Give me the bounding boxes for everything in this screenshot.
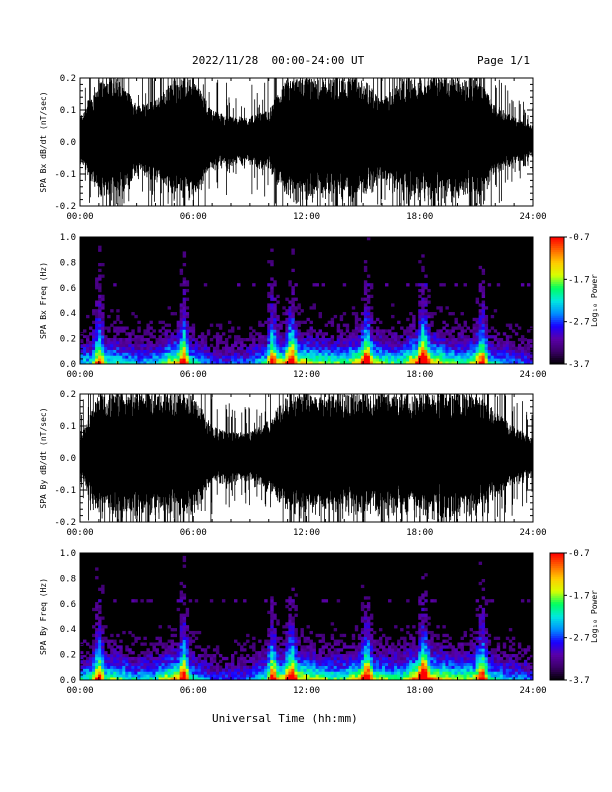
panel-1-ytick-label: -0.2: [54, 202, 76, 212]
panel-1-ylabel: SPA Bx dB/dt (nT/sec): [39, 91, 48, 192]
panel-4-ytick-label: 0.8: [60, 574, 76, 584]
panel-4-ytick-label: 0.6: [60, 600, 76, 610]
panel-4-xtick-label: 00:00: [66, 686, 93, 696]
panel-4-xtick-label: 18:00: [406, 686, 433, 696]
panel-4-colorbar-tick-label: -1.7: [568, 591, 590, 601]
panel-3-trace: [79, 394, 534, 522]
panel-1-ytick-label: 0.0: [60, 138, 76, 148]
panel-2-ylabel: SPA Bx Freq (Hz): [39, 262, 48, 339]
panel-1-ytick-label: 0.2: [60, 74, 76, 84]
panel-3-xtick-label: 06:00: [180, 528, 207, 538]
panel-4-ytick-label: 1.0: [60, 549, 76, 559]
panel-3-axes: 00:00 06:00 12:00 18:00 24:00 0.2 0.1 0.0 -0.1 -0…: [39, 390, 547, 538]
panel-4-ytick-label: 0.0: [60, 676, 76, 686]
panel-1-xtick-label: 24:00: [519, 212, 546, 222]
panel-2-ytick-label: 0.8: [60, 258, 76, 268]
panel-2-colorbar: -0.7 -1.7 -2.7 -3.7 Log₁₀ Power: [549, 233, 599, 370]
panel-4-colorbar-tick-label: -2.7: [568, 634, 590, 644]
panel-4-colorbar-tick-label: -3.7: [568, 676, 590, 686]
panel-3-xtick-label: 12:00: [293, 528, 320, 538]
panel-4-heatmap: [80, 553, 534, 681]
panel-4-ytick-label: 0.2: [60, 651, 76, 661]
panel-4-ylabel: SPA By Freq (Hz): [39, 578, 48, 655]
panel-1-ytick-label: -0.1: [54, 170, 76, 180]
panel-1-axes: 00:00 06:00 12:00 18:00 24:00 0.2 0.1 0.0 -0.1 -0…: [39, 74, 547, 222]
panel-3-ytick-label: 0.1: [60, 422, 76, 432]
panel-2-colorbar-tick-label: -0.7: [568, 233, 590, 243]
x-axis-title: Universal Time (hh:mm): [212, 712, 358, 725]
panel-2-colorbar-label: Log₁₀ Power: [590, 274, 599, 327]
panel-2-ytick-label: 0.0: [60, 360, 76, 370]
panel-1-xtick-label: 00:00: [66, 212, 93, 222]
panel-2-ytick-label: 0.2: [60, 335, 76, 345]
figure-title: 2022/11/28 00:00-24:00 UT: [192, 54, 365, 67]
panel-4-axes: 00:00 06:00 12:00 18:00 24:00 1.0 0.8 0.6 0.4 0.2…: [39, 549, 547, 696]
panel-2-colorbar-frame: [549, 236, 565, 365]
panel-1-ytick-label: 0.1: [60, 106, 76, 116]
panel-3-ytick-label: 0.2: [60, 390, 76, 400]
panel-1-trace-line: [79, 78, 534, 206]
panel-2-colorbar-tick-label: -1.7: [568, 275, 590, 285]
panel-2-ytick-label: 0.6: [60, 284, 76, 294]
panel-4-colorbar-label: Log₁₀ Power: [590, 590, 599, 643]
panel-2-xtick-label: 12:00: [293, 370, 320, 380]
panel-2-axes: 00:00 06:00 12:00 18:00 24:00 1.0 0.8 0.6 0.4 0.2…: [39, 233, 547, 380]
panel-3-xtick-label: 24:00: [519, 528, 546, 538]
panel-3-xtick-label: 18:00: [406, 528, 433, 538]
panel-4-xtick-label: 12:00: [293, 686, 320, 696]
panel-2-colorbar-tick-label: -3.7: [568, 360, 590, 370]
panel-1-trace: [79, 78, 534, 206]
panel-3-ytick-label: -0.1: [54, 486, 76, 496]
panel-2-colorbar-tick-label: -2.7: [568, 318, 590, 328]
panel-4-colorbar-frame: [549, 552, 565, 681]
panel-1-xtick-label: 18:00: [406, 212, 433, 222]
panel-4-colorbar: -0.7 -1.7 -2.7 -3.7 Log₁₀ Power: [549, 549, 599, 686]
panel-3-ytick-label: 0.0: [60, 454, 76, 464]
panel-2-xtick-label: 18:00: [406, 370, 433, 380]
panel-4-ytick-label: 0.4: [60, 625, 76, 635]
panel-4-colorbar-tick-label: -0.7: [568, 549, 590, 559]
panel-2-xtick-label: 24:00: [519, 370, 546, 380]
panel-1-xtick-label: 06:00: [180, 212, 207, 222]
panel-1-xtick-label: 12:00: [293, 212, 320, 222]
panel-3-ytick-label: -0.2: [54, 518, 76, 528]
panel-3-xtick-label: 00:00: [66, 528, 93, 538]
panel-3-ylabel: SPA By dB/dt (nT/sec): [39, 407, 48, 508]
panel-2-ytick-label: 0.4: [60, 309, 76, 319]
panel-2-heatmap: [80, 237, 534, 365]
panel-2-xtick-label: 06:00: [180, 370, 207, 380]
panel-3-trace-line: [79, 394, 534, 522]
panel-2-xtick-label: 00:00: [66, 370, 93, 380]
panel-4-xtick-label: 24:00: [519, 686, 546, 696]
page-number: Page 1/1: [477, 54, 530, 67]
panel-4-xtick-label: 06:00: [180, 686, 207, 696]
panel-2-ytick-label: 1.0: [60, 233, 76, 243]
